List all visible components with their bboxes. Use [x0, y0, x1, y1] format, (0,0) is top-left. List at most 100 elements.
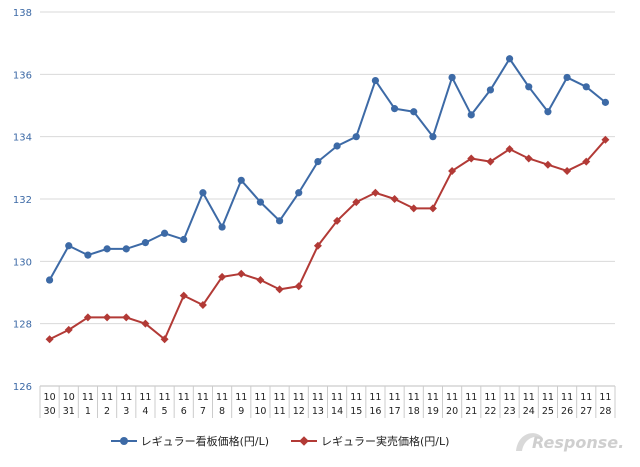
x-tick-label-month: 11: [235, 392, 247, 403]
data-point-series-1: [429, 133, 437, 141]
data-point-series-2: [448, 166, 457, 175]
data-point-series-1: [448, 73, 456, 82]
x-tick-label-day: 17: [389, 406, 401, 417]
x-tick-label-month: 11: [216, 392, 228, 403]
x-tick-label-month: 11: [254, 392, 266, 403]
x-tick-label-day: 22: [484, 406, 496, 417]
x-tick-label-day: 5: [162, 406, 168, 417]
x-tick-label-day: 12: [293, 406, 305, 417]
data-point-series-1: [582, 83, 590, 91]
x-tick-label-month: 11: [312, 392, 324, 403]
data-point-series-2: [64, 325, 73, 334]
data-point-series-2: [237, 269, 246, 278]
x-tick-label-month: 10: [63, 392, 75, 403]
data-point-series-1: [371, 76, 380, 85]
x-tick-label-day: 9: [238, 406, 244, 417]
data-point-series-1: [314, 158, 322, 166]
data-point-series-1: [525, 83, 533, 91]
x-tick-label-month: 11: [120, 392, 132, 403]
data-point-series-1: [103, 245, 111, 253]
y-tick-label: 130: [13, 257, 32, 268]
legend-label-list-price: レギュラー看板価格(円/L): [140, 435, 269, 448]
x-tick-label-day: 26: [561, 406, 573, 417]
data-point-series-1: [563, 73, 571, 82]
data-point-series-2: [122, 313, 131, 322]
data-point-series-2: [524, 154, 533, 163]
data-point-series-2: [428, 204, 437, 213]
data-point-series-2: [294, 282, 303, 291]
data-point-series-2: [313, 241, 322, 250]
data-point-series-2: [505, 145, 514, 154]
legend-swatch-list-price: [110, 437, 137, 445]
data-point-series-1: [45, 276, 54, 284]
x-tick-label-month: 11: [159, 392, 171, 403]
data-point-series-2: [218, 272, 227, 281]
data-point-series-2: [582, 157, 591, 166]
y-tick-label: 136: [13, 70, 32, 81]
x-tick-label-month: 10: [44, 392, 56, 403]
series-line-2: [49, 139, 607, 341]
x-tick-label-month: 11: [82, 392, 94, 403]
svg-text:Response.: Response.: [532, 433, 624, 452]
data-point-series-2: [390, 195, 399, 203]
y-tick-label: 128: [13, 320, 32, 331]
x-tick-label-day: 7: [200, 406, 206, 417]
data-point-series-1: [256, 198, 265, 206]
data-point-series-1: [141, 239, 150, 247]
legend: レギュラー看板価格(円/L) レギュラー実売価格(円/L): [0, 433, 560, 449]
x-tick-label-month: 11: [599, 392, 611, 403]
x-tick-label-day: 23: [504, 406, 516, 417]
data-point-series-1: [333, 142, 341, 150]
legend-item-actual-price: レギュラー実売価格(円/L): [291, 433, 449, 449]
data-point-series-1: [275, 217, 284, 225]
data-point-series-1: [84, 251, 92, 259]
data-point-series-2: [333, 216, 342, 225]
x-tick-label-day: 25: [542, 406, 554, 417]
response-logo: Response.: [516, 433, 624, 452]
x-tick-label-month: 11: [504, 392, 516, 403]
data-point-series-1: [390, 105, 399, 113]
x-tick-label-month: 11: [197, 392, 209, 403]
x-tick-label-month: 11: [178, 392, 190, 403]
data-point-series-1: [544, 108, 552, 116]
data-point-series-2: [103, 313, 112, 322]
x-tick-label-month: 11: [350, 392, 362, 403]
data-point-series-2: [409, 204, 418, 213]
data-point-series-2: [198, 300, 207, 309]
x-tick-label-month: 11: [389, 392, 401, 403]
data-point-series-2: [563, 166, 572, 175]
y-tick-label: 132: [13, 195, 32, 206]
y-tick-label: 134: [13, 133, 32, 144]
data-point-series-1: [122, 245, 130, 253]
x-tick-label-month: 11: [293, 392, 305, 403]
legend-swatch-actual-price: [291, 436, 317, 446]
x-tick-label-month: 11: [369, 392, 381, 403]
x-tick-label-day: 13: [312, 406, 324, 417]
data-point-series-1: [160, 229, 169, 237]
x-tick-label-day: 10: [254, 406, 266, 417]
data-point-series-2: [83, 313, 92, 322]
x-tick-label-month: 11: [484, 392, 496, 403]
x-tick-label-day: 6: [181, 406, 187, 417]
data-point-series-1: [199, 189, 207, 197]
data-point-series-2: [141, 319, 150, 328]
x-tick-label-day: 31: [63, 406, 75, 417]
x-tick-label-day: 19: [427, 406, 439, 417]
y-tick-label: 138: [13, 8, 32, 19]
x-tick-label-day: 3: [123, 406, 129, 417]
x-tick-label-month: 11: [465, 392, 477, 403]
x-tick-label-month: 11: [542, 392, 554, 403]
x-tick-label-month: 11: [427, 392, 439, 403]
data-point-series-2: [179, 291, 188, 300]
data-point-series-2: [601, 135, 610, 144]
x-tick-label-day: 4: [142, 406, 148, 417]
data-point-series-1: [218, 223, 226, 231]
y-tick-label: 126: [13, 382, 32, 393]
data-point-series-1: [295, 189, 303, 197]
x-tick-label-day: 20: [446, 406, 458, 417]
data-point-series-1: [486, 86, 495, 94]
x-tick-label-month: 11: [561, 392, 573, 403]
x-tick-label-day: 1: [85, 406, 91, 417]
data-point-series-2: [486, 157, 495, 166]
